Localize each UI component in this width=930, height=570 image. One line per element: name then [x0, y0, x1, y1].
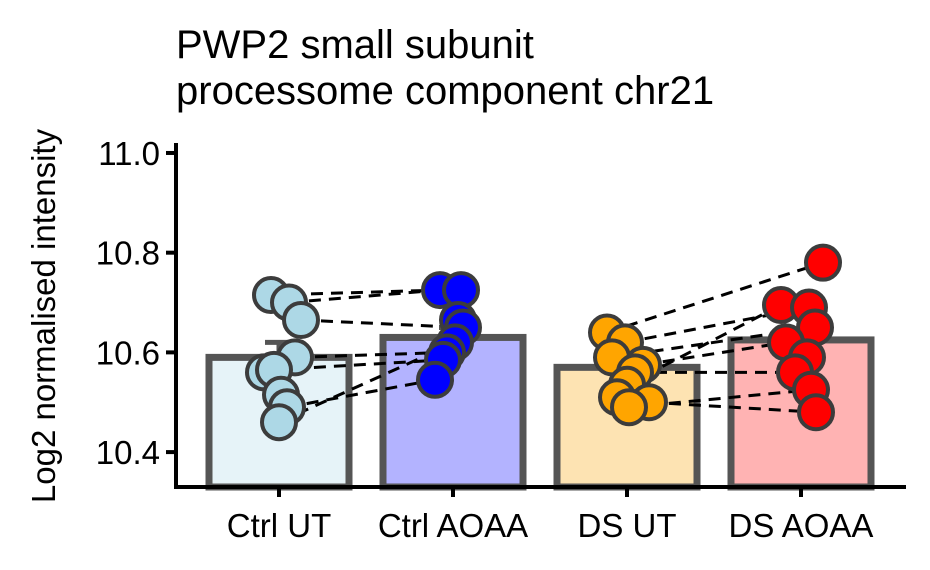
x-tick-label: DS UT: [578, 507, 677, 544]
x-tick-label: DS AOAA: [729, 507, 874, 544]
data-point: [797, 393, 835, 432]
chart-title: PWP2 small subunit processome component …: [176, 22, 916, 114]
pairing-line: [286, 378, 436, 409]
data-point: [282, 300, 320, 339]
y-tick-label: 10.4: [96, 434, 160, 471]
pairing-line: [606, 261, 824, 334]
pairing-line: [624, 306, 810, 344]
data-point: [416, 360, 454, 399]
y-axis-label: Log2 normalised intensity: [25, 128, 62, 503]
pairing-line: [642, 340, 787, 367]
axes-layer: 10.4 10.6 10.8 11.0 Ctrl UT Ctrl AOAA DS UT DS …: [96, 135, 906, 544]
y-tick-label: 10.8: [96, 235, 160, 272]
points-layer: [245, 243, 842, 442]
data-point: [610, 388, 648, 427]
pairing-line: [288, 288, 441, 305]
chart-title-line-1: PWP2 small subunit: [176, 23, 534, 67]
chart-title-line-2: processome component chr21: [176, 69, 715, 113]
x-tick-label: Ctrl UT: [227, 507, 331, 544]
y-tick-label: 11.0: [98, 135, 160, 172]
data-point: [804, 243, 842, 282]
y-tick-label: 10.6: [96, 334, 160, 371]
pairing-line: [300, 318, 464, 329]
data-point: [260, 403, 298, 442]
x-tick-label: Ctrl AOAA: [378, 507, 528, 544]
pairing-line: [294, 350, 448, 359]
